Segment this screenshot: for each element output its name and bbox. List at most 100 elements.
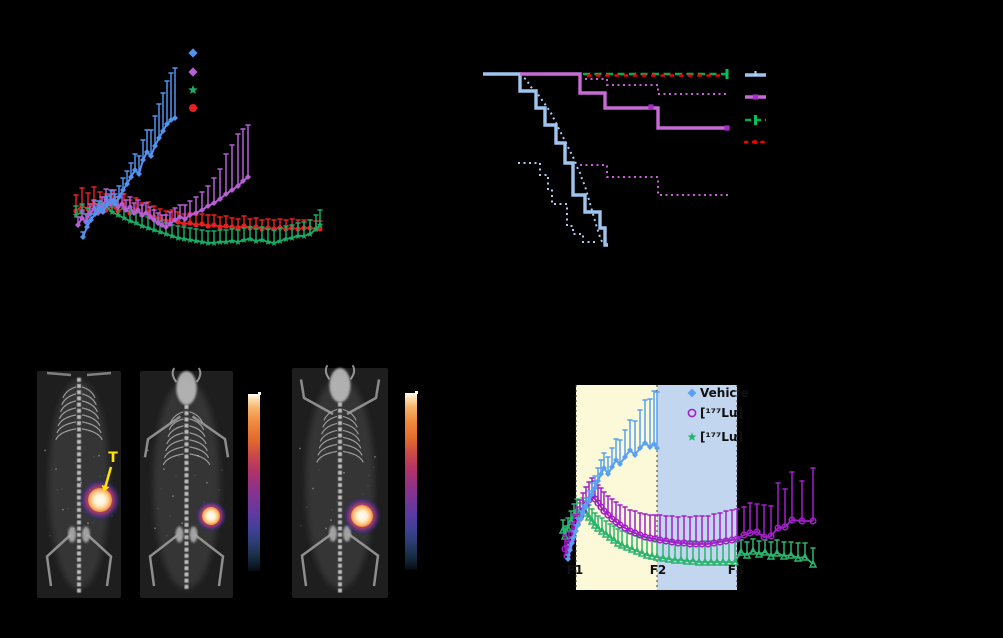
uptake-speckle — [62, 508, 64, 511]
tumor-hotspot — [88, 488, 112, 512]
spine-vertebra — [338, 532, 342, 537]
series-vehicle-dotted-upper — [518, 75, 605, 245]
spine-vertebra — [77, 446, 81, 451]
marker-diamond — [143, 210, 149, 216]
legend-entry: Vehicle — [687, 386, 749, 400]
marker-star — [192, 237, 200, 244]
marker-triangle-open — [658, 553, 668, 562]
spine-vertebra — [77, 501, 81, 506]
uptake-speckle — [147, 449, 149, 452]
marker-triangle-open — [609, 535, 619, 544]
marker-star — [114, 211, 122, 218]
marker-star — [138, 222, 146, 229]
spine-vertebra — [77, 396, 81, 401]
rib-left — [318, 436, 338, 449]
marker-star — [72, 211, 80, 218]
marker-diamond — [240, 178, 246, 184]
spine-vertebra — [77, 464, 81, 469]
spine-vertebra — [77, 477, 81, 482]
marker-circle-open — [809, 517, 817, 525]
legend-entry — [743, 140, 767, 144]
body-silhouette — [305, 377, 375, 589]
marker-triangle-open — [786, 550, 796, 559]
series-vehicle-solid — [483, 72, 608, 247]
uptake-speckle — [169, 514, 171, 517]
marker-triangle-open — [706, 557, 716, 566]
uptake-speckle — [197, 454, 199, 457]
rib-right — [81, 393, 97, 406]
ear-right — [195, 367, 202, 383]
spine-vertebra — [338, 495, 342, 500]
marker-circle — [211, 222, 217, 228]
colorbar-ramp — [248, 394, 260, 571]
spine-vertebra — [184, 541, 189, 546]
marker-star — [204, 239, 212, 246]
spine-vertebra — [338, 526, 342, 531]
rib-right — [81, 400, 98, 413]
marker-diamond — [605, 471, 611, 477]
tumor-arrow-icon — [103, 466, 113, 489]
marker-triangle-open — [584, 512, 594, 521]
uptake-speckle — [319, 458, 321, 461]
spine-vertebra — [338, 507, 342, 512]
marker-diamond — [127, 204, 133, 210]
marker-star — [222, 238, 230, 245]
marker-diamond — [622, 454, 628, 460]
marker-star — [246, 235, 254, 242]
legend-entry — [188, 48, 198, 58]
legend-entry — [188, 67, 198, 77]
marker-diamond — [586, 498, 592, 504]
spine-vertebra — [77, 557, 81, 562]
rib-left — [166, 432, 184, 445]
marker-triangle-open — [800, 552, 810, 561]
marker-circle-open — [604, 511, 612, 519]
marker-triangle-open — [664, 554, 674, 563]
rib-right — [189, 439, 208, 452]
marker-triangle-open — [613, 538, 623, 547]
marker-diamond — [589, 491, 595, 497]
marker-diamond — [193, 210, 199, 216]
uptake-speckle — [206, 481, 208, 484]
legend-label: [¹⁷⁷Lu] — [700, 430, 743, 444]
marker-triangle-open — [617, 540, 627, 549]
marker-diamond — [131, 210, 137, 216]
pelvis-right — [189, 526, 198, 543]
marker-star — [288, 234, 296, 241]
spine-vertebra — [77, 489, 81, 494]
forelimb-left — [143, 415, 182, 458]
spine-vertebra — [338, 514, 342, 519]
marker-diamond — [565, 556, 571, 562]
marker-diamond — [182, 216, 188, 222]
skull — [329, 368, 351, 403]
spine-vertebra — [184, 485, 189, 490]
marker-triangle-open — [593, 523, 603, 532]
marker-diamond — [100, 209, 106, 215]
uptake-speckle — [181, 522, 183, 525]
uptake-speckle — [312, 487, 314, 490]
marker-diamond — [627, 447, 633, 453]
marker-diamond — [164, 121, 170, 127]
marker-diamond — [613, 457, 619, 463]
spine-vertebra — [77, 458, 81, 463]
spine-vertebra — [338, 520, 342, 525]
marker-diamond — [119, 201, 125, 207]
colorbar-1 — [248, 392, 261, 571]
rib-right — [189, 425, 206, 438]
marker-square — [752, 94, 759, 100]
rib-right — [342, 415, 358, 428]
uptake-speckle — [218, 489, 220, 491]
marker-star — [210, 239, 218, 246]
spine-vertebra — [77, 520, 81, 525]
marker-triangle-open — [730, 557, 740, 566]
marker-diamond — [140, 157, 146, 163]
mouse-scan-3 — [292, 364, 388, 598]
series-line — [518, 75, 605, 245]
marker-star — [144, 224, 152, 231]
rib-left — [61, 393, 77, 406]
marker-star — [188, 85, 198, 94]
spine-vertebra — [77, 384, 81, 389]
legend-entry — [188, 85, 198, 94]
uptake-speckle — [50, 469, 52, 472]
marker-triangle-open — [566, 516, 576, 525]
